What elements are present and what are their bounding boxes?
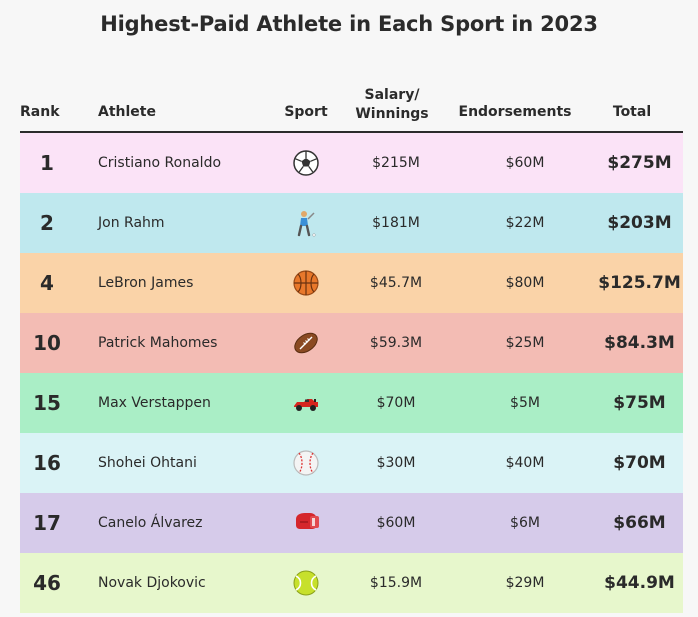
- athlete-cell: Cristiano Ronaldo: [98, 155, 222, 171]
- column-header-total: Total: [612, 104, 652, 120]
- column-header-endorsements: Endorsements: [458, 104, 572, 120]
- athlete-cell: Max Verstappen: [98, 395, 211, 411]
- sport-cell: [281, 193, 331, 253]
- athlete-cell: LeBron James: [98, 275, 194, 291]
- total-cell: $203M: [607, 213, 672, 233]
- sport-cell: [281, 253, 331, 313]
- column-header-salary-line2: Winnings: [355, 106, 429, 122]
- endorsements-cell: $22M: [505, 215, 545, 231]
- rank-cell: 10: [33, 331, 61, 355]
- baseball-icon: [292, 449, 320, 477]
- total-cell: $66M: [613, 513, 666, 533]
- column-header-rank: Rank: [20, 104, 60, 120]
- endorsements-cell: $29M: [505, 575, 545, 591]
- rank-cell: 15: [33, 391, 61, 415]
- endorsements-cell: $40M: [505, 455, 545, 471]
- athlete-cell: Shohei Ohtani: [98, 455, 197, 471]
- endorsements-cell: $25M: [505, 335, 545, 351]
- tennis-ball-icon: [292, 569, 320, 597]
- sport-cell: [281, 313, 331, 373]
- salary-cell: $15.9M: [369, 575, 423, 591]
- column-header-sport: Sport: [284, 104, 328, 120]
- table-row: 46 Novak Djokovic $15.9M $29M $44.9M: [20, 553, 683, 613]
- table-body: 1 Cristiano Ronaldo $215M $60M $275M 2 Jon Rah…: [20, 133, 683, 613]
- total-cell: $75M: [613, 393, 666, 413]
- table-row: 4 LeBron James $45.7M $80M $125.7M: [20, 253, 683, 313]
- table-row: 2 Jon Rahm $181M $22M $203M: [20, 193, 683, 253]
- athlete-cell: Novak Djokovic: [98, 575, 206, 591]
- sport-cell: [281, 133, 331, 193]
- rank-cell: 4: [40, 271, 54, 295]
- column-header-salary-line1: Salary/: [364, 87, 420, 103]
- total-cell: $84.3M: [604, 333, 675, 353]
- golfer-icon: [292, 209, 320, 237]
- boxing-glove-icon: [292, 509, 320, 537]
- chart-title: Highest-Paid Athlete in Each Sport in 20…: [100, 12, 598, 36]
- header-rule: [20, 131, 683, 133]
- column-header-salary: Salary/ Winnings: [352, 86, 432, 134]
- chart-page: Highest-Paid Athlete in Each Sport in 20…: [6, 0, 692, 617]
- salary-cell: $60M: [376, 515, 416, 531]
- salary-cell: $59.3M: [369, 335, 423, 351]
- athlete-cell: Jon Rahm: [98, 215, 165, 231]
- basketball-icon: [292, 269, 320, 297]
- salary-cell: $70M: [376, 395, 416, 411]
- table-row: 16 Shohei Ohtani $30M $40M $70M: [20, 433, 683, 493]
- table-row: 17 Canelo Álvarez $60M $6M $66M: [20, 493, 683, 553]
- athlete-cell: Canelo Álvarez: [98, 515, 203, 531]
- salary-cell: $45.7M: [369, 275, 423, 291]
- total-cell: $125.7M: [598, 273, 681, 293]
- race-car-icon: [292, 389, 320, 417]
- column-header-athlete: Athlete: [98, 104, 156, 120]
- total-cell: $70M: [613, 453, 666, 473]
- endorsements-cell: $80M: [505, 275, 545, 291]
- table-row: 15 Max Verstappen $70M $5M $75M: [20, 373, 683, 433]
- endorsements-cell: $6M: [510, 515, 540, 531]
- rank-cell: 16: [33, 451, 61, 475]
- soccer-ball-icon: [292, 149, 320, 177]
- football-icon: [292, 329, 320, 357]
- rank-cell: 46: [33, 571, 61, 595]
- sport-cell: [281, 493, 331, 553]
- athlete-cell: Patrick Mahomes: [98, 335, 218, 351]
- sport-cell: [281, 373, 331, 433]
- rank-cell: 2: [40, 211, 54, 235]
- sport-cell: [281, 553, 331, 613]
- salary-cell: $215M: [372, 155, 420, 171]
- salary-cell: $30M: [376, 455, 416, 471]
- sport-cell: [281, 433, 331, 493]
- rank-cell: 1: [40, 151, 54, 175]
- endorsements-cell: $60M: [505, 155, 545, 171]
- total-cell: $275M: [607, 153, 672, 173]
- table-row: 10 Patrick Mahomes $59.3M $25M $84.3M: [20, 313, 683, 373]
- endorsements-cell: $5M: [510, 395, 540, 411]
- rank-cell: 17: [33, 511, 61, 535]
- table-row: 1 Cristiano Ronaldo $215M $60M $275M: [20, 133, 683, 193]
- salary-cell: $181M: [372, 215, 420, 231]
- total-cell: $44.9M: [604, 573, 675, 593]
